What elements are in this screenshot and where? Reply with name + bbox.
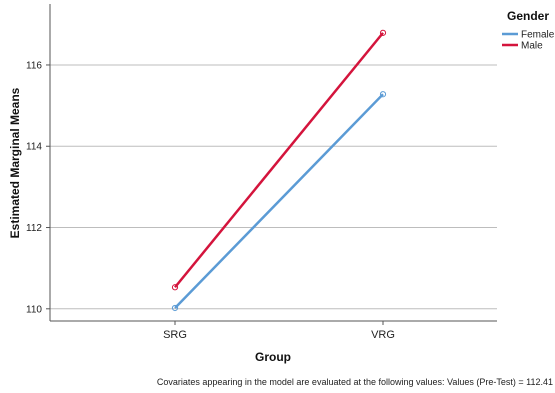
series-line-male: [174, 32, 384, 289]
covariates-footnote: Covariates appearing in the model are ev…: [157, 377, 553, 387]
x-tick-label-srg: SRG: [163, 329, 187, 341]
x-axis-title: Group: [255, 350, 291, 364]
legend-label-female: Female: [521, 30, 555, 41]
y-tick-label-112: 112: [26, 223, 42, 234]
x-tick-label-vrg: VRG: [371, 329, 395, 341]
point-female-srg: [171, 304, 179, 312]
point-female-vrg: [379, 91, 387, 98]
y-axis-title: Estimated Marginal Means: [8, 87, 22, 238]
y-tick-label-116: 116: [26, 60, 42, 71]
series-line-female: [174, 93, 384, 309]
y-tick-label-110: 110: [26, 304, 42, 315]
legend-title: Gender: [507, 9, 549, 23]
axes: [46, 4, 497, 325]
legend-label-male: Male: [521, 41, 543, 52]
point-male-vrg: [379, 29, 387, 36]
point-male-srg: [171, 284, 179, 291]
y-tick-label-114: 114: [26, 142, 42, 153]
grid-lines: [50, 64, 497, 310]
series-layer: [171, 29, 387, 312]
tick-labels: 110 112 114 116 SRG VRG: [26, 60, 395, 341]
